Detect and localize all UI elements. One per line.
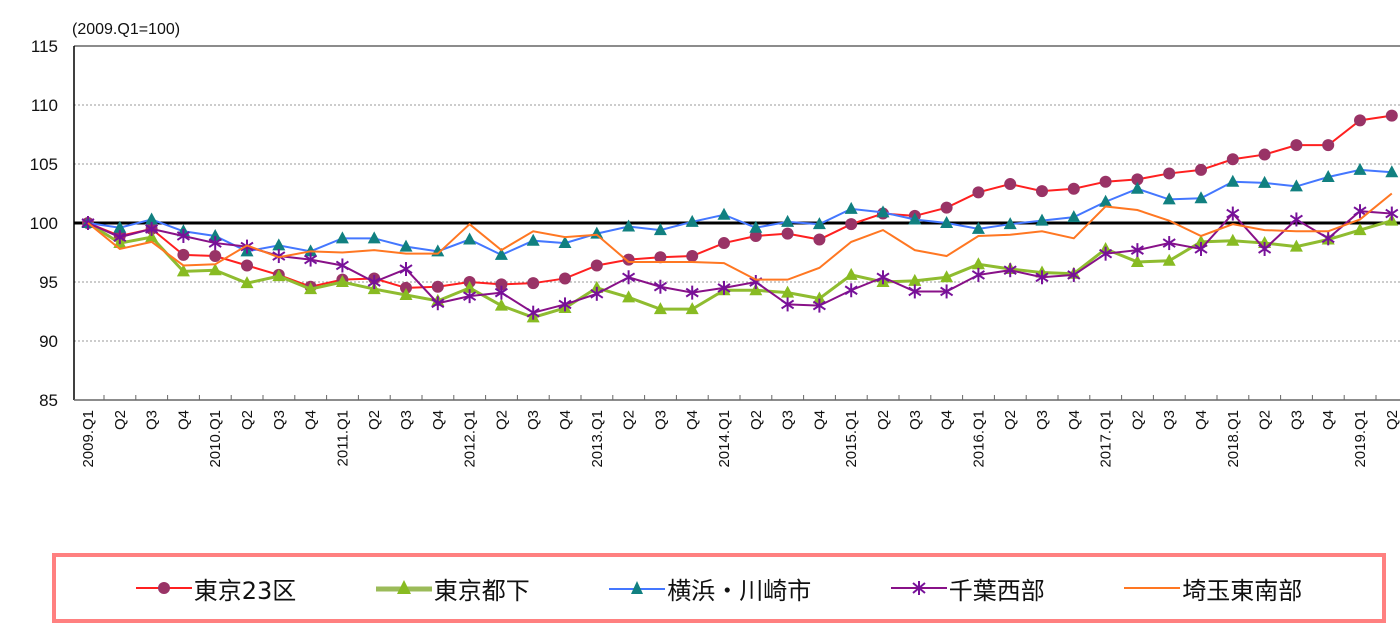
x-tick-label: 2019.Q1: [1352, 410, 1369, 468]
y-tick-label: 90: [39, 332, 58, 351]
x-tick-label: Q2: [1129, 410, 1146, 430]
y-tick-label: 95: [39, 273, 58, 292]
y-tick-label: 115: [31, 37, 58, 56]
x-tick-label: Q3: [1288, 410, 1305, 430]
line-marker-icon: [1124, 587, 1181, 589]
y-tick-label: 110: [31, 96, 58, 115]
x-tick-label: Q3: [1161, 410, 1178, 430]
x-tick-label: Q4: [939, 410, 956, 430]
x-tick-label: 2011.Q1: [334, 410, 351, 466]
x-tick-label: Q3: [907, 410, 924, 430]
series-line: [87, 210, 1392, 314]
series-line: [87, 192, 1393, 281]
x-tick-label: 2012.Q1: [462, 410, 479, 468]
legend-item-yokohama-kawasaki: 横浜・川崎市: [609, 571, 811, 606]
x-tick-label: Q2: [112, 410, 129, 430]
triangle-marker-icon: [609, 581, 666, 594]
triangle-marker-icon: [375, 580, 432, 594]
x-tick-label: 2017.Q1: [1098, 410, 1115, 468]
x-tick-label: 2009.Q1: [80, 410, 97, 468]
x-tick-label: Q3: [1034, 410, 1051, 430]
chart-legend: 東京23区 東京都下 横浜・川崎市 千葉西部 埼玉東南部: [52, 553, 1386, 623]
x-tick-label: 2018.Q1: [1225, 410, 1242, 468]
x-tick-label: Q2: [621, 410, 638, 430]
x-tick-label: Q4: [430, 410, 447, 430]
legend-item-saitama-se: 埼玉東南部: [1124, 571, 1302, 606]
x-tick-label: Q4: [1066, 410, 1083, 430]
x-tick-label: 2010.Q1: [207, 410, 224, 468]
x-tick-label: Q2: [875, 410, 892, 430]
x-tick-label: Q3: [271, 410, 288, 430]
x-tick-label: Q4: [1193, 410, 1210, 430]
y-tick-label: 100: [30, 214, 58, 233]
x-tick-label: 2016.Q1: [970, 410, 987, 468]
legend-item-tokyo-suburbs: 東京都下: [375, 571, 530, 606]
x-tick-label: Q3: [652, 410, 669, 430]
legend-label: 横浜・川崎市: [667, 576, 812, 605]
series-line: [87, 168, 1392, 256]
legend-label: 千葉西部: [948, 576, 1045, 605]
x-tick-label: Q2: [1002, 410, 1019, 430]
x-tick-label: Q4: [303, 410, 320, 430]
x-tick-label: Q4: [1320, 410, 1337, 430]
series-line: [87, 219, 1393, 319]
legend-item-chiba-west: 千葉西部: [890, 571, 1045, 606]
line-chart: (2009.Q1=100) 85 90 95 100 105 110 115 2009.Q1 Q2…: [30, 21, 1400, 468]
circle-marker-icon: [135, 582, 192, 594]
x-tick-label: Q3: [398, 410, 415, 430]
x-tick-label: 2015.Q1: [843, 410, 860, 468]
x-tick-label: Q2: [1257, 410, 1274, 430]
x-tick-label: Q2: [366, 410, 383, 430]
x-tick-label: Q4: [557, 410, 574, 430]
x-tick-label: Q4: [811, 410, 828, 430]
asterisk-marker-icon: [890, 581, 947, 595]
legend-label: 東京23区: [193, 576, 297, 605]
x-tick-label: Q2: [748, 410, 765, 430]
y-tick-label: 85: [39, 391, 58, 410]
chart-subtitle: (2009.Q1=100): [72, 21, 180, 38]
x-tick-label: Q4: [175, 410, 192, 430]
x-tick-label: Q4: [684, 410, 701, 430]
x-tick-label: Q2: [239, 410, 256, 430]
legend-label: 埼玉東南部: [1182, 576, 1303, 605]
x-tick-label: Q2: [1384, 410, 1400, 430]
x-tick-label: Q3: [525, 410, 542, 430]
x-tick-label: 2013.Q1: [589, 410, 606, 468]
legend-item-tokyo23: 東京23区: [135, 571, 297, 606]
x-tick-label: Q2: [493, 410, 510, 430]
x-tick-label: Q3: [144, 410, 161, 430]
y-tick-label: 105: [30, 155, 58, 174]
legend-label: 東京都下: [433, 576, 530, 605]
x-tick-label: Q3: [780, 410, 797, 430]
x-tick-label: 2014.Q1: [716, 410, 733, 468]
